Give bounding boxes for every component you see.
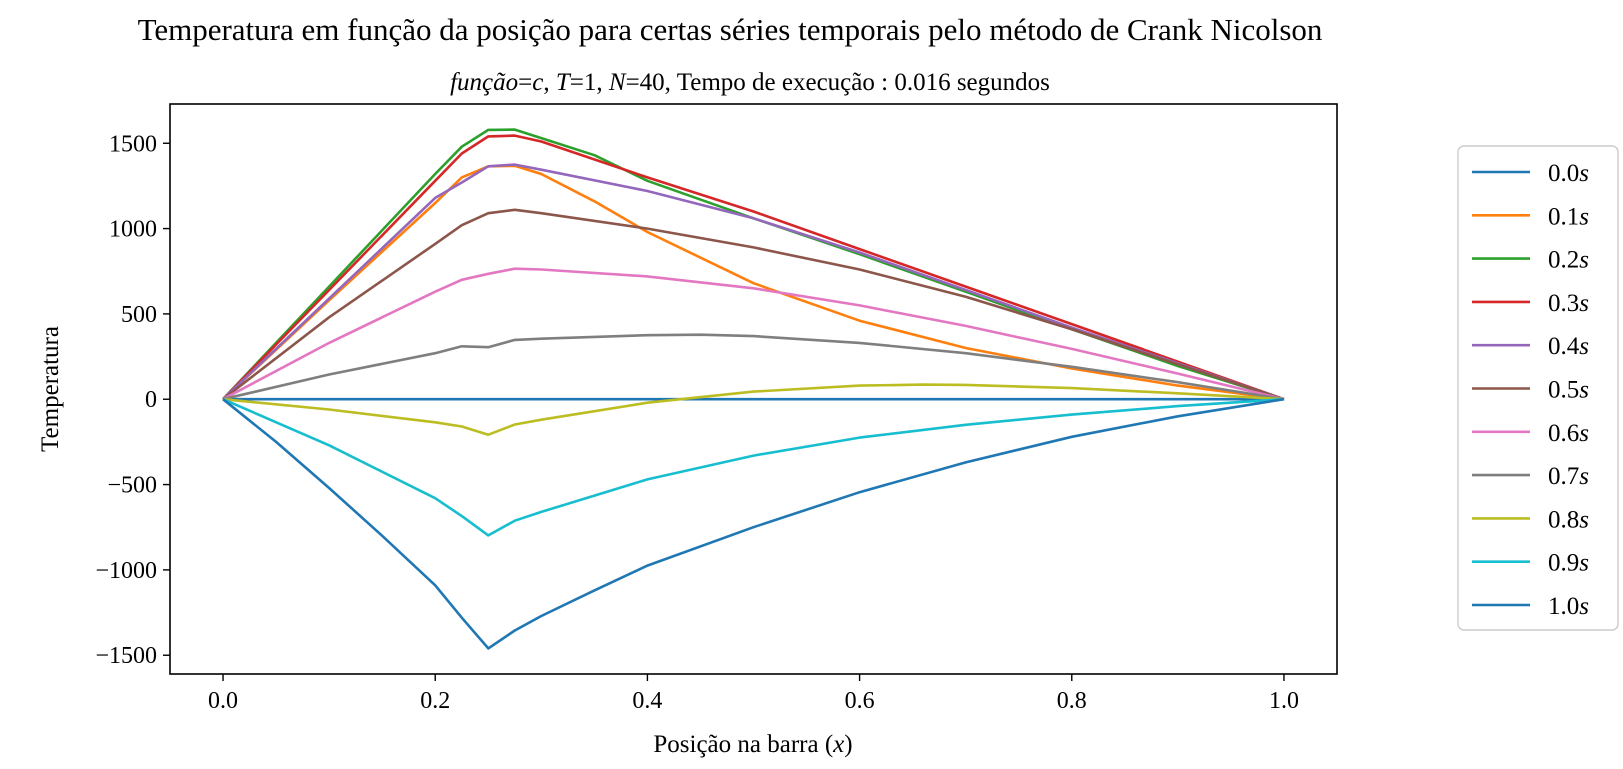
x-axis-ticks: 0.0 0.2 0.4 0.6 0.8 1.0 — [208, 674, 1299, 714]
y-tick-label: −1000 — [95, 558, 157, 584]
legend-label-0: 0.0s — [1548, 160, 1589, 187]
legend-label-9: 0.9s — [1548, 550, 1589, 577]
series-line-8 — [222, 383, 1285, 437]
y-tick-label: 1500 — [109, 131, 157, 157]
legend-label-10: 1.0s — [1548, 593, 1589, 620]
subtitle-T-label: T — [556, 69, 572, 96]
legend-label-7: 0.7s — [1548, 463, 1589, 490]
legend-label-6: 0.6s — [1548, 420, 1589, 447]
x-tick-label: 0.4 — [632, 688, 662, 714]
subtitle-N-label: N — [608, 69, 627, 96]
y-tick-label: 500 — [121, 302, 157, 328]
subtitle-funcao-value: c — [532, 69, 543, 96]
y-axis-label: Temperatura — [37, 326, 64, 452]
legend-label-3: 0.3s — [1548, 290, 1589, 317]
series-line-9 — [222, 397, 1285, 537]
x-tick-label: 0.6 — [845, 688, 875, 714]
x-axis-label: Posição na barra (x) — [653, 731, 852, 758]
legend-label-2: 0.2s — [1548, 247, 1589, 274]
y-tick-label: 0 — [145, 387, 157, 413]
x-tick-label: 0.2 — [420, 688, 450, 714]
series-line-4 — [222, 163, 1285, 401]
subtitle-funcao-label: função — [450, 69, 518, 96]
series-line-5 — [222, 208, 1285, 401]
series-line-2 — [222, 128, 1285, 401]
legend-label-4: 0.4s — [1548, 333, 1589, 360]
plot-frame — [169, 103, 1338, 675]
plot-lines — [222, 128, 1285, 650]
series-line-3 — [222, 134, 1285, 401]
x-tick-label: 0.0 — [208, 688, 238, 714]
x-tick-label: 0.8 — [1057, 688, 1087, 714]
y-tick-label: 1000 — [109, 217, 157, 243]
legend-label-5: 0.5s — [1548, 377, 1589, 404]
y-axis-ticks: −1500 −1000 −500 0 500 1000 1500 — [95, 131, 170, 669]
legend-label-8: 0.8s — [1548, 506, 1589, 533]
chart-suptitle: Temperatura em função da posição para ce… — [138, 12, 1323, 47]
subtitle-tempo-value: 0.016 segundos — [894, 69, 1050, 96]
series-line-7 — [222, 333, 1285, 401]
subtitle-tempo-label: Tempo de execução : — [677, 69, 888, 96]
legend-frame — [1457, 145, 1619, 631]
subtitle-T-value: 1 — [584, 69, 597, 96]
y-tick-label: −500 — [107, 473, 157, 499]
series-line-6 — [222, 267, 1285, 401]
subtitle-N-value: 40 — [640, 69, 665, 96]
chart-subtitle: função=c, T=1, N=40, Tempo de execução :… — [450, 69, 1050, 96]
series-line-10 — [222, 397, 1285, 650]
y-tick-label: −1500 — [95, 643, 157, 669]
legend: 0.0s 0.1s 0.2s 0.3s 0.4s 0.5s 0.6s 0.7s 0.8s 0.9s… — [1457, 145, 1619, 631]
legend-label-1: 0.1s — [1548, 203, 1589, 230]
x-tick-label: 1.0 — [1269, 688, 1299, 714]
